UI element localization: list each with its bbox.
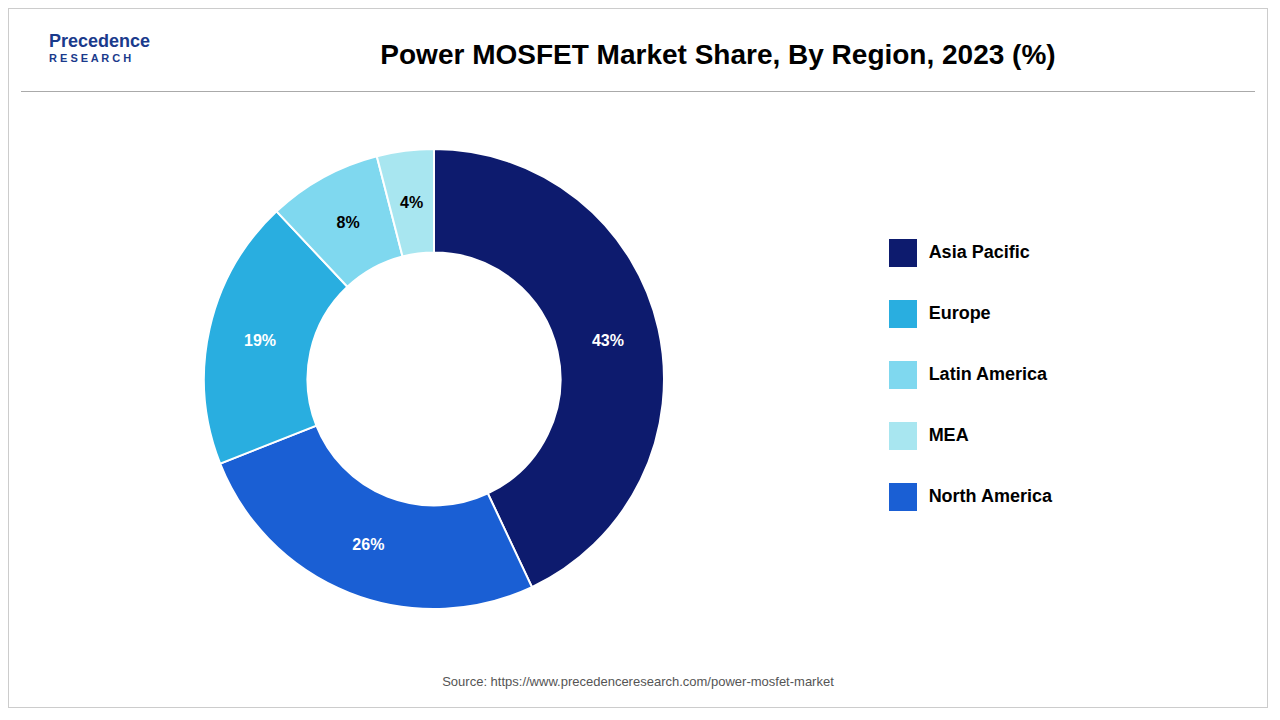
svg-text:26%: 26% bbox=[352, 536, 384, 553]
html-text:North America: North America bbox=[928, 485, 1052, 506]
svg-text:19%: 19% bbox=[244, 332, 276, 349]
svg-text:8%: 8% bbox=[337, 214, 360, 231]
html-text:R E S E A R C H: R E S E A R C H bbox=[49, 52, 132, 64]
html-text:Asia Pacific: Asia Pacific bbox=[928, 241, 1030, 262]
svg-text:43%: 43% bbox=[592, 332, 624, 349]
html-text:Precedence: Precedence bbox=[49, 31, 151, 51]
svg-text:4%: 4% bbox=[400, 194, 423, 211]
html-text:Latin America: Latin America bbox=[928, 363, 1047, 384]
html-text:Power MOSFET Market Share, By: Power MOSFET Market Share, By Region, 20… bbox=[380, 39, 1056, 70]
html-text:Source: https://www.precedence: Source: https://www.precedenceresearch.c… bbox=[442, 674, 834, 689]
html-text:Europe: Europe bbox=[928, 302, 991, 323]
html-text:MEA: MEA bbox=[928, 424, 969, 445]
